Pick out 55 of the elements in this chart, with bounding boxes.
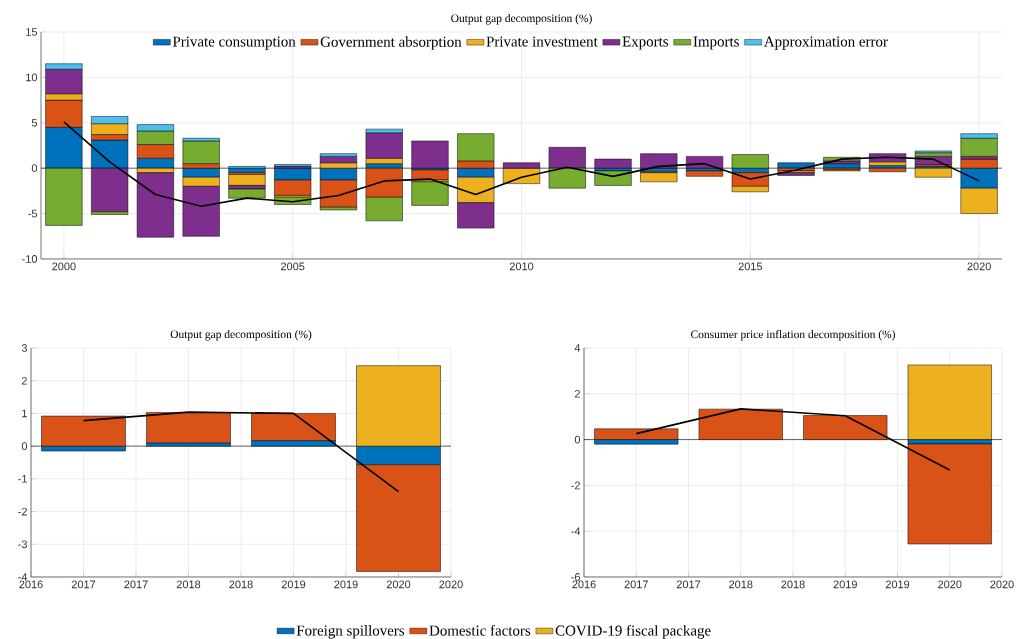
x-tick-label: 2018 (781, 580, 805, 589)
x-tick-label: 2016 (572, 580, 596, 589)
y-tick-label: -3 (18, 540, 27, 549)
y-tick-label: -10 (22, 255, 38, 263)
y-tick-label: 10 (26, 73, 38, 82)
legend-label: Foreign spillovers (296, 625, 405, 639)
legend-label: Private consumption (172, 36, 296, 50)
y-tick-label: 15 (26, 28, 38, 36)
x-tick-label: 2019 (334, 580, 358, 589)
y-tick-label: 5 (31, 118, 38, 127)
x-tick-label: 2020 (967, 262, 991, 271)
y-tick-label: 2 (574, 389, 580, 398)
y-tick-label: -5 (28, 209, 38, 218)
y-tick-label: 0 (21, 442, 28, 451)
legend-label: Private investment (486, 36, 598, 47)
x-tick-label: 2019 (833, 580, 857, 589)
legend-label: Domestic factors (429, 624, 531, 636)
x-tick-label: 2010 (509, 262, 534, 271)
x-tick-label: 2018 (176, 580, 201, 589)
y-tick-label: -4 (18, 573, 28, 581)
x-tick-label: 2020 (386, 580, 411, 589)
y-tick-label: -2 (571, 481, 580, 490)
y-tick-label: 1 (22, 409, 27, 418)
x-tick-label: 2020 (439, 580, 463, 589)
x-tick-label: 2018 (229, 580, 253, 589)
y-tick-label: 0 (31, 164, 38, 173)
x-tick-label: 2020 (938, 580, 962, 589)
x-tick-label: 2017 (71, 580, 96, 589)
y-tick-label: -6 (571, 573, 581, 581)
y-tick-label: -1 (18, 475, 27, 483)
y-tick-label: 3 (21, 344, 27, 352)
legend-label: COVID-19 fiscal package (555, 624, 711, 639)
x-tick-label: 2015 (738, 262, 763, 271)
x-tick-label: 2020 (990, 580, 1014, 589)
chart-title: Output gap decomposition (%) (451, 14, 592, 25)
y-tick-label: 0 (574, 435, 581, 444)
legend-label: Government absorption (320, 36, 462, 50)
x-tick-label: 2017 (124, 580, 148, 589)
x-tick-label: 2017 (624, 580, 648, 589)
x-tick-label: 2019 (281, 580, 306, 589)
x-tick-label: 2016 (19, 580, 43, 589)
legend-label: Exports (622, 36, 669, 50)
y-tick-label: -4 (571, 527, 581, 535)
chart-title: Consumer price inflation decomposition (%) (691, 329, 895, 341)
legend-label: Imports (693, 36, 739, 50)
y-tick-label: 2 (21, 376, 27, 385)
y-tick-label: -2 (18, 507, 27, 516)
x-tick-label: 2000 (52, 262, 76, 271)
x-tick-label: 2018 (729, 580, 753, 589)
x-tick-label: 2005 (281, 262, 305, 271)
y-tick-label: 4 (574, 344, 581, 352)
x-tick-label: 2019 (885, 580, 910, 589)
x-tick-label: 2017 (676, 580, 701, 589)
chart-title: Output gap decomposition (%) (170, 330, 312, 341)
legend-label: Approximation error (763, 36, 888, 50)
